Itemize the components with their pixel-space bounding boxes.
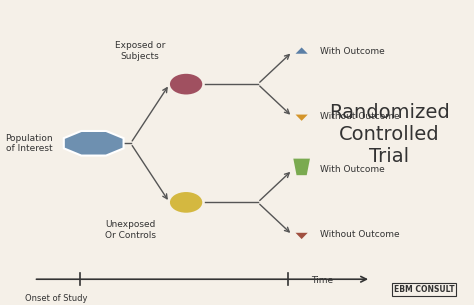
Text: Without Outcome: Without Outcome (320, 112, 400, 121)
Text: Unexposed
Or Controls: Unexposed Or Controls (105, 220, 156, 239)
Polygon shape (295, 115, 308, 121)
Text: Exposed or
Subjects: Exposed or Subjects (115, 41, 165, 60)
Text: With Outcome: With Outcome (320, 47, 385, 56)
Polygon shape (64, 131, 124, 156)
Text: With Outcome: With Outcome (320, 165, 385, 174)
Polygon shape (295, 48, 308, 54)
Text: EBM CONSULT: EBM CONSULT (393, 285, 454, 294)
Polygon shape (293, 159, 310, 175)
Circle shape (170, 74, 202, 95)
Text: Onset of Study: Onset of Study (26, 294, 88, 303)
Circle shape (170, 192, 202, 213)
Text: Randomized
Controlled
Trial: Randomized Controlled Trial (329, 103, 450, 166)
Text: Time: Time (311, 276, 333, 285)
Text: Without Outcome: Without Outcome (320, 230, 400, 239)
Polygon shape (295, 233, 308, 239)
Text: Population
of Interest: Population of Interest (5, 134, 53, 153)
